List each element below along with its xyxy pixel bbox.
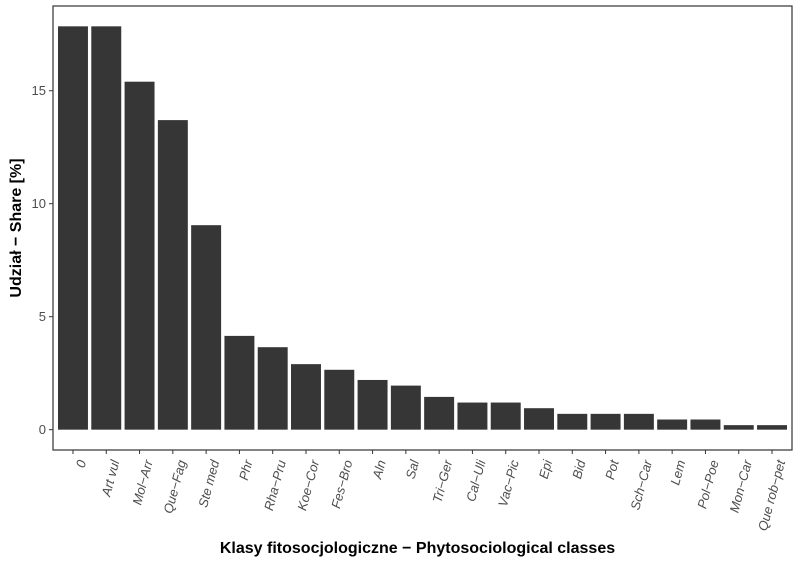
bar-11 (424, 396, 455, 430)
x-tick-label-0: 0 (73, 458, 90, 470)
x-tick-label-2: Mol−Arr (129, 458, 156, 507)
bar-6 (257, 347, 288, 430)
x-tick-label-16: Pot (602, 457, 622, 481)
x-axis-title: Klasy fitosocjologiczne − Phytosociologi… (220, 540, 615, 557)
x-tick-label-9: Aln (369, 458, 389, 481)
x-tick-label-10: Sal (403, 457, 423, 480)
x-tick-label-8: Fes−Bro (328, 458, 355, 510)
bar-10 (390, 385, 421, 430)
y-tick-label-3: 15 (32, 83, 46, 98)
x-tick-label-19: Pol−Poe (694, 458, 721, 510)
bar-7 (291, 364, 321, 430)
bar-18 (657, 419, 688, 430)
bar-13 (490, 402, 521, 430)
x-tick-label-11: Tri−Ger (430, 458, 456, 505)
x-tick-label-1: Art vul (98, 457, 123, 499)
bar-0 (57, 26, 88, 430)
y-tick-label-1: 5 (39, 309, 46, 324)
x-tick-label-18: Lem (667, 458, 688, 486)
x-tick-label-20: Mon−Car (726, 458, 755, 515)
bars-layer (57, 26, 788, 430)
bar-17 (623, 413, 654, 430)
x-tick-label-4: Ste med (195, 458, 222, 509)
bar-8 (324, 369, 355, 430)
x-tick-label-12: Cal−Uli (463, 457, 489, 503)
bar-20 (723, 425, 754, 430)
x-tick-label-21: Que rob−pet (755, 457, 789, 532)
bar-19 (690, 419, 721, 430)
y-axis: 0 5 10 15 (32, 83, 53, 437)
bar-9 (357, 379, 388, 430)
y-axis-title: Udział − Share [%] (8, 158, 25, 297)
x-tick-label-17: Sch−Car (627, 458, 655, 512)
bar-12 (457, 402, 488, 430)
bar-1 (91, 26, 122, 430)
bar-5 (224, 335, 255, 430)
x-tick-label-14: Epi (536, 457, 556, 480)
bar-4 (191, 225, 222, 430)
x-tick-label-7: Koe−Cor (294, 458, 322, 512)
x-tick-label-15: Bid (569, 458, 589, 481)
bar-15 (557, 413, 588, 430)
x-tick-label-5: Phr (236, 458, 256, 482)
x-tick-label-3: Que−Fag (160, 458, 189, 515)
y-tick-label-2: 10 (32, 196, 46, 211)
x-tick-label-6: Rha−Pru (261, 458, 289, 512)
bar-21 (757, 425, 788, 430)
x-axis: 0 Art vul Mol−Arr Que−Fag Ste med Phr Rha−Pru K… (72, 450, 789, 532)
bar-16 (590, 413, 621, 430)
x-tick-label-13: Vac−Pic (495, 458, 522, 508)
y-tick-label-0: 0 (39, 422, 46, 437)
bar-14 (524, 408, 554, 430)
bar-2 (124, 81, 155, 430)
plot-frame (52, 5, 793, 451)
bar-3 (157, 120, 188, 430)
